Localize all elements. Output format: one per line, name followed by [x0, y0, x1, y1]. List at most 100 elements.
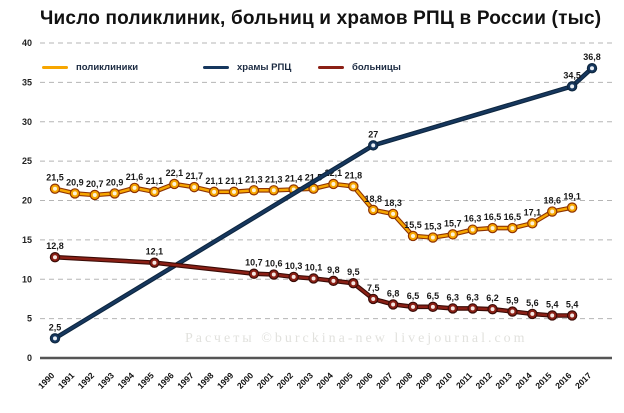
svg-text:21,6: 21,6: [126, 172, 144, 182]
svg-text:36,8: 36,8: [583, 52, 601, 62]
svg-text:1995: 1995: [135, 370, 156, 391]
svg-text:9,5: 9,5: [347, 267, 360, 277]
legend-item-churches: храмы РПЦ: [203, 60, 291, 74]
svg-text:40: 40: [22, 38, 32, 48]
svg-text:5,4: 5,4: [566, 299, 579, 309]
svg-text:6,8: 6,8: [387, 288, 400, 298]
svg-text:2012: 2012: [474, 370, 495, 391]
svg-text:2004: 2004: [314, 370, 335, 391]
legend: поликлиники храмы РПЦ больницы: [0, 60, 624, 76]
legend-item-polyclinics: поликлиники: [42, 60, 138, 74]
svg-text:1992: 1992: [76, 370, 97, 391]
svg-text:0: 0: [27, 353, 32, 363]
svg-text:2001: 2001: [255, 370, 276, 391]
svg-text:15,5: 15,5: [404, 220, 422, 230]
svg-text:10,1: 10,1: [305, 262, 323, 272]
svg-text:18,6: 18,6: [543, 196, 561, 206]
svg-text:15,3: 15,3: [424, 222, 442, 232]
legend-label-polyclinics: поликлиники: [76, 61, 139, 73]
svg-text:19,1: 19,1: [563, 192, 581, 202]
svg-text:2015: 2015: [533, 370, 554, 391]
svg-text:1998: 1998: [195, 370, 216, 391]
svg-text:1999: 1999: [215, 370, 236, 391]
svg-text:21,1: 21,1: [205, 176, 223, 186]
svg-text:10,3: 10,3: [285, 261, 303, 271]
svg-text:35: 35: [22, 77, 32, 87]
svg-text:6,2: 6,2: [486, 293, 499, 303]
svg-text:16,5: 16,5: [504, 212, 522, 222]
svg-text:1994: 1994: [116, 370, 137, 391]
svg-text:6,5: 6,5: [407, 291, 420, 301]
svg-text:20: 20: [22, 196, 32, 206]
hospitals-line-swatch-icon: [318, 65, 344, 69]
svg-text:15: 15: [22, 235, 32, 245]
svg-text:2005: 2005: [334, 370, 355, 391]
svg-text:5,9: 5,9: [506, 296, 519, 306]
svg-text:2007: 2007: [374, 370, 395, 391]
svg-text:17,1: 17,1: [524, 207, 542, 217]
svg-text:2014: 2014: [513, 370, 534, 391]
svg-text:2,5: 2,5: [49, 322, 62, 332]
svg-text:16,5: 16,5: [484, 212, 502, 222]
svg-text:15,7: 15,7: [444, 218, 462, 228]
svg-text:5: 5: [27, 314, 32, 324]
svg-text:9,8: 9,8: [327, 265, 340, 275]
svg-text:2013: 2013: [493, 370, 514, 391]
svg-text:20,9: 20,9: [66, 177, 84, 187]
svg-text:21,7: 21,7: [185, 171, 203, 181]
svg-text:2008: 2008: [394, 370, 415, 391]
svg-text:2006: 2006: [354, 370, 375, 391]
svg-text:6,5: 6,5: [427, 291, 440, 301]
svg-text:34,5: 34,5: [563, 70, 581, 80]
svg-text:10,7: 10,7: [245, 258, 263, 268]
svg-text:21,5: 21,5: [305, 173, 323, 183]
svg-text:6,3: 6,3: [466, 292, 479, 302]
svg-text:21,1: 21,1: [146, 176, 164, 186]
svg-text:2016: 2016: [553, 370, 574, 391]
svg-text:21,4: 21,4: [285, 173, 303, 183]
svg-text:1996: 1996: [155, 370, 176, 391]
svg-text:10,6: 10,6: [265, 259, 283, 269]
svg-text:5,6: 5,6: [526, 298, 539, 308]
churches-line-swatch-icon: [203, 65, 229, 69]
legend-item-hospitals: больницы: [318, 60, 401, 74]
svg-text:18,3: 18,3: [384, 198, 402, 208]
svg-text:27: 27: [368, 129, 378, 139]
svg-text:21,3: 21,3: [265, 174, 283, 184]
svg-text:21,1: 21,1: [225, 176, 243, 186]
svg-text:18,8: 18,8: [364, 194, 382, 204]
svg-text:2003: 2003: [295, 370, 316, 391]
legend-label-hospitals: больницы: [352, 61, 401, 73]
svg-text:12,1: 12,1: [146, 247, 164, 257]
svg-text:2010: 2010: [434, 370, 455, 391]
watermark: Расчеты ©burckina-new livejournal.com: [185, 331, 528, 346]
svg-text:20,9: 20,9: [106, 177, 124, 187]
svg-text:1991: 1991: [56, 370, 77, 391]
legend-label-churches: храмы РПЦ: [237, 61, 292, 73]
svg-text:1993: 1993: [96, 370, 117, 391]
svg-text:2009: 2009: [414, 370, 435, 391]
svg-text:5,4: 5,4: [546, 299, 559, 309]
svg-text:22,1: 22,1: [325, 168, 343, 178]
svg-text:16,3: 16,3: [464, 214, 482, 224]
svg-text:21,5: 21,5: [46, 173, 64, 183]
svg-text:20,7: 20,7: [86, 179, 104, 189]
svg-text:21,8: 21,8: [345, 170, 363, 180]
svg-text:2000: 2000: [235, 370, 256, 391]
svg-text:1997: 1997: [175, 370, 196, 391]
chart-title: Число поликлиник, больниц и храмов РПЦ в…: [40, 8, 602, 29]
svg-text:6,3: 6,3: [447, 292, 460, 302]
svg-text:12,8: 12,8: [46, 241, 64, 251]
svg-text:7,5: 7,5: [367, 283, 380, 293]
svg-text:2011: 2011: [454, 370, 474, 390]
polyclinics-line-swatch-icon: [42, 65, 68, 69]
svg-text:30: 30: [22, 117, 32, 127]
svg-text:2017: 2017: [573, 370, 594, 391]
svg-text:21,3: 21,3: [245, 174, 263, 184]
svg-text:25: 25: [22, 156, 32, 166]
svg-text:10: 10: [22, 274, 32, 284]
svg-text:1990: 1990: [36, 370, 57, 391]
svg-text:22,1: 22,1: [166, 168, 184, 178]
